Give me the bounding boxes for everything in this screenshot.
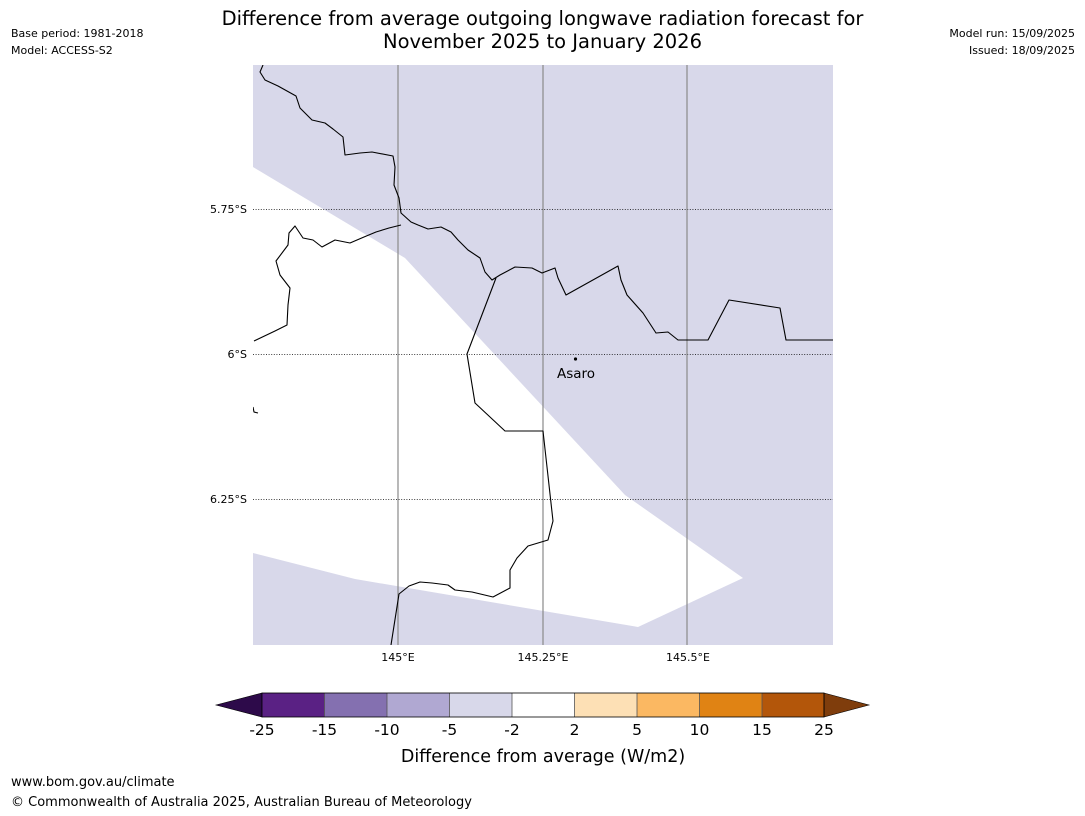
colorbar-band-2 <box>387 693 450 717</box>
colorbar-tick-8: 15 <box>752 721 772 739</box>
footer-url[interactable]: www.bom.gov.au/climate <box>11 775 175 790</box>
colorbar-tick-3: -5 <box>442 721 457 739</box>
colorbar-tick-6: 5 <box>632 721 642 739</box>
title-line-1: Difference from average outgoing longwav… <box>221 7 864 30</box>
lon-label-145-25e: 145.25°E <box>518 651 569 664</box>
colorbar-band-1 <box>324 693 387 717</box>
base-period-label: Base period: 1981-2018 <box>11 27 144 40</box>
colorbar-band-7 <box>699 693 762 717</box>
model-run-label: Model run: 15/09/2025 <box>949 27 1075 40</box>
colorbar-tick-1: -15 <box>312 721 337 739</box>
colorbar-tick-5: 2 <box>570 721 580 739</box>
colorbar-extend-low <box>214 692 263 718</box>
boundary-north <box>259 65 833 341</box>
colorbar-band-8 <box>762 693 824 717</box>
colorbar-outline <box>261 692 825 718</box>
anomaly-fill-near-average <box>253 167 743 627</box>
graticule <box>253 65 833 645</box>
colorbar-band-0 <box>262 693 325 717</box>
asaro-label: Asaro <box>557 366 595 382</box>
lon-label-145e: 145°E <box>381 651 414 664</box>
footer-copyright: © Commonwealth of Australia 2025, Austra… <box>11 795 472 810</box>
colorbar-tick-2: -10 <box>374 721 399 739</box>
colorbar-tick-9: 25 <box>814 721 834 739</box>
issued-label: Issued: 18/09/2025 <box>968 44 1075 57</box>
forecast-map[interactable]: Asaro 5.75°S 6°S 6.25°S 145°E 145.25°E 1… <box>0 0 1085 680</box>
colorbar-band-3 <box>449 693 512 717</box>
boundary-west <box>253 224 402 342</box>
colorbar-tick-0: -25 <box>249 721 274 739</box>
colorbar-label: Difference from average (W/m2) <box>401 747 685 767</box>
model-label: Model: ACCESS-S2 <box>11 44 113 57</box>
colorbar-band-5 <box>574 693 637 717</box>
lat-label-6-25s: 6.25°S <box>210 493 247 506</box>
boundary-central <box>390 277 554 645</box>
colorbar-band-6 <box>637 693 700 717</box>
colorbar-tick-4: -2 <box>504 721 519 739</box>
colorbar-extend-high <box>823 692 871 718</box>
lon-label-145-5e: 145.5°E <box>666 651 710 664</box>
lat-label-5-75s: 5.75°S <box>210 203 247 216</box>
colorbar: -25 -15 -10 -5 -2 2 5 10 15 25 Differenc… <box>214 692 871 767</box>
boundary-fragment <box>253 406 259 414</box>
colorbar-tick-7: 10 <box>690 721 710 739</box>
title-line-2: November 2025 to January 2026 <box>383 30 702 53</box>
asaro-marker-icon[interactable] <box>573 357 578 361</box>
colorbar-band-4 <box>512 693 575 717</box>
province-boundaries <box>253 65 833 645</box>
lat-label-6s: 6°S <box>228 348 247 361</box>
page-title: Difference from average outgoing longwav… <box>0 7 1085 53</box>
